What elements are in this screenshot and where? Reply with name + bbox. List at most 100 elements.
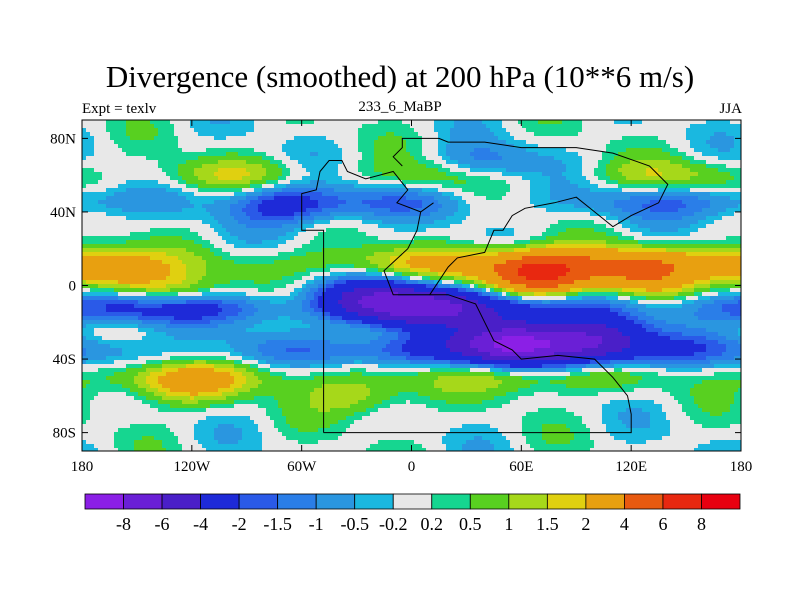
field-cell: [602, 228, 607, 233]
field-cell: [222, 228, 227, 233]
field-cell: [610, 148, 615, 153]
field-cell: [394, 120, 399, 125]
field-cell: [578, 160, 583, 165]
field-cell: [570, 212, 575, 217]
field-cell: [518, 120, 523, 125]
field-cell: [302, 208, 307, 213]
field-cell: [422, 212, 427, 217]
field-cell: [582, 220, 587, 225]
field-cell: [218, 124, 223, 129]
field-cell: [378, 140, 383, 145]
field-cell: [286, 120, 291, 125]
field-cell: [266, 228, 271, 233]
field-cell: [258, 172, 263, 177]
field-cell: [686, 212, 691, 217]
field-cell: [206, 156, 211, 161]
field-cell: [426, 188, 431, 193]
field-cell: [150, 200, 155, 205]
field-cell: [270, 196, 275, 201]
field-cell: [82, 180, 87, 185]
field-cell: [402, 224, 407, 229]
field-cell: [414, 184, 419, 189]
field-cell: [274, 208, 279, 213]
field-cell: [366, 136, 371, 141]
field-cell: [714, 140, 719, 145]
field-cell: [710, 148, 715, 153]
field-cell: [166, 132, 171, 137]
field-cell: [522, 228, 527, 233]
field-cell: [194, 204, 199, 209]
field-cell: [106, 180, 111, 185]
field-cell: [642, 172, 647, 177]
field-cell: [574, 216, 579, 221]
field-cell: [106, 148, 111, 153]
field-cell: [206, 160, 211, 165]
field-cell: [670, 208, 675, 213]
field-cell: [422, 232, 427, 237]
field-cell: [658, 220, 663, 225]
field-cell: [86, 216, 91, 221]
field-cell: [354, 184, 359, 189]
field-cell: [630, 212, 635, 217]
field-cell: [482, 136, 487, 141]
field-cell: [194, 216, 199, 221]
field-cell: [546, 212, 551, 217]
field-cell: [610, 136, 615, 141]
field-cell: [694, 220, 699, 225]
field-cell: [494, 208, 499, 213]
field-cell: [370, 132, 375, 137]
field-cell: [290, 124, 295, 129]
field-cell: [598, 204, 603, 209]
field-cell: [550, 160, 555, 165]
field-cell: [230, 208, 235, 213]
field-cell: [142, 132, 147, 137]
field-cell: [730, 164, 735, 169]
field-cell: [698, 168, 703, 173]
field-cell: [642, 236, 647, 241]
field-cell: [422, 152, 427, 157]
field-cell: [574, 152, 579, 157]
field-cell: [98, 216, 103, 221]
field-cell: [598, 176, 603, 181]
field-cell: [570, 144, 575, 149]
field-cell: [718, 192, 723, 197]
field-cell: [710, 168, 715, 173]
field-cell: [666, 160, 671, 165]
field-cell: [718, 180, 723, 185]
field-cell: [186, 148, 191, 153]
field-cell: [738, 180, 742, 185]
field-cell: [210, 212, 215, 217]
field-cell: [542, 172, 547, 177]
field-cell: [698, 204, 703, 209]
field-cell: [350, 128, 355, 133]
field-cell: [562, 224, 567, 229]
field-cell: [642, 120, 647, 125]
field-cell: [606, 148, 611, 153]
field-cell: [542, 160, 547, 165]
field-cell: [98, 144, 103, 149]
field-cell: [166, 204, 171, 209]
field-cell: [570, 204, 575, 209]
field-cell: [238, 152, 243, 157]
field-cell: [310, 220, 315, 225]
field-cell: [174, 176, 179, 181]
field-cell: [578, 232, 583, 237]
field-cell: [378, 120, 383, 125]
field-cell: [454, 224, 459, 229]
field-cell: [666, 224, 671, 229]
field-cell: [346, 176, 351, 181]
field-cell: [466, 180, 471, 185]
field-cell: [202, 200, 207, 205]
field-cell: [250, 192, 255, 197]
field-cell: [538, 176, 543, 181]
field-cell: [186, 204, 191, 209]
field-cell: [306, 180, 311, 185]
field-cell: [646, 120, 651, 125]
field-cell: [498, 160, 503, 165]
field-cell: [498, 168, 503, 173]
field-cell: [370, 220, 375, 225]
field-cell: [546, 196, 551, 201]
field-cell: [502, 140, 507, 145]
field-cell: [114, 176, 119, 181]
field-cell: [526, 204, 531, 209]
